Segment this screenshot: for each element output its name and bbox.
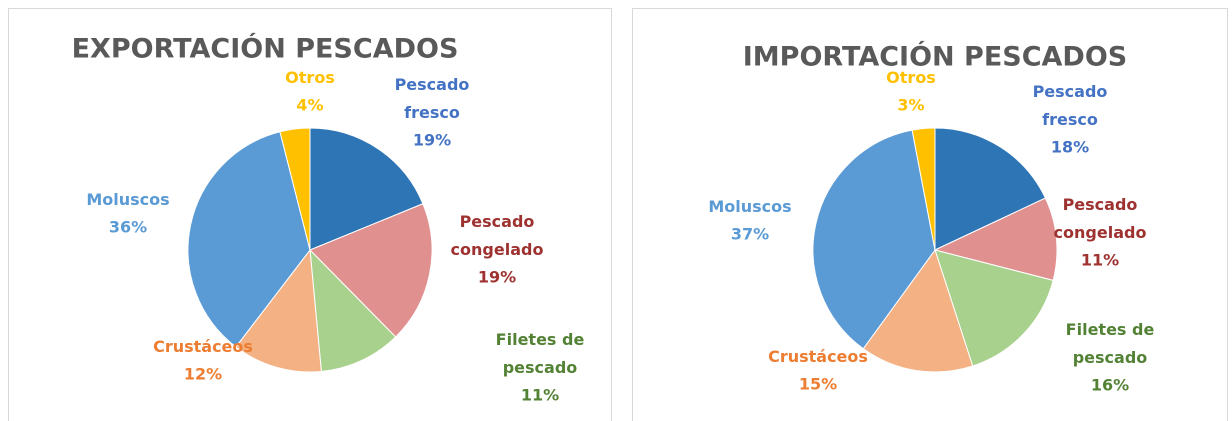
slice-value: 36% [109,218,147,237]
pie-slice [933,197,1058,281]
slice-value: 12% [184,365,222,384]
pie-slice [911,127,936,251]
pie-slice [235,248,322,373]
slice-label: Crustáceos [768,347,868,366]
slice-value: 19% [478,268,516,287]
slice-value: 37% [731,225,769,244]
slice-label: Pescado fresco [395,75,470,122]
slice-value: 4% [296,96,323,115]
slice-label: Crustáceos [153,337,253,356]
slice-label: Filetes de pescado [496,330,585,377]
slice-value: 19% [413,131,451,150]
slice-value: 15% [799,375,837,394]
slice-label: Moluscos [86,190,169,209]
chart-title: IMPORTACIÓN PESCADOS [743,41,1127,73]
pie-slice [279,127,311,251]
panel [8,8,612,421]
pie-slice [934,127,1047,251]
slice-label: Pescado fresco [1033,82,1108,129]
slice-label: Moluscos [708,197,791,216]
pie-slice [309,203,433,338]
pie-slice [812,129,936,350]
slice-label: Filetes de pescado [1066,320,1155,367]
pie-slice [862,248,974,373]
slice-value: 11% [521,386,559,405]
panel [632,8,1228,421]
slice-label: Pescado congelado [451,212,544,259]
pie-slice [934,249,1054,367]
chart-title: EXPORTACIÓN PESCADOS [72,33,459,65]
pie-slice [309,127,424,251]
pie-slice [309,248,397,373]
slice-value: 16% [1091,376,1129,395]
slice-value: 11% [1081,251,1119,270]
slice-value: 3% [897,96,924,115]
slice-label: Otros [285,68,335,87]
slice-label: Pescado congelado [1054,195,1147,242]
slice-label: Otros [886,68,936,87]
pie-slice [187,131,311,348]
slice-value: 18% [1051,138,1089,157]
